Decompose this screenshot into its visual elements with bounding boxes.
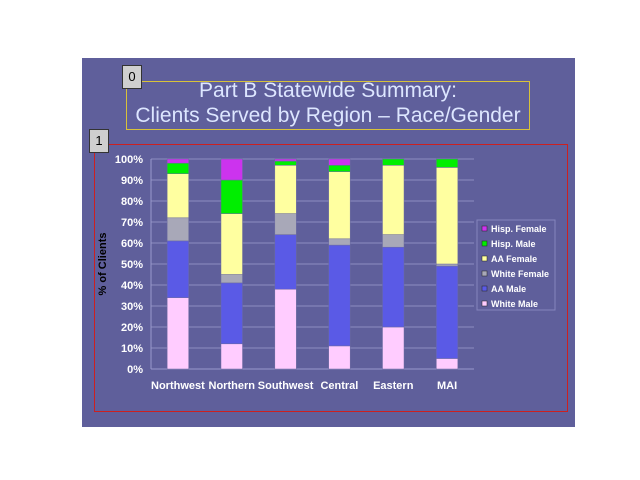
- legend-label: Hisp. Female: [491, 224, 547, 234]
- legend-label: Hisp. Male: [491, 239, 536, 249]
- bar-segment: [436, 158, 459, 168]
- bar-segment: [274, 234, 297, 290]
- y-tick-label: 50%: [121, 259, 143, 271]
- y-tick-label: 60%: [121, 238, 143, 250]
- bar-segment: [220, 158, 243, 181]
- y-tick-label: 100%: [115, 154, 143, 166]
- legend-label: White Female: [491, 269, 549, 279]
- bar-segment: [382, 246, 405, 328]
- bar-segment: [382, 158, 405, 166]
- legend-label: AA Male: [491, 284, 526, 294]
- x-tick-label: Northwest: [151, 380, 205, 392]
- bar-segment: [274, 213, 297, 235]
- element-index-tag-1[interactable]: 1: [89, 129, 109, 153]
- x-tick-label: Eastern: [373, 380, 414, 392]
- chart-placeholder-frame: [94, 144, 568, 412]
- bar-segment: [166, 297, 189, 370]
- x-tick-label: Central: [320, 380, 358, 392]
- legend-swatch: [481, 285, 488, 292]
- legend-swatch: [481, 225, 488, 232]
- bar-segment: [382, 165, 405, 235]
- element-index-tag-0[interactable]: 0: [122, 65, 142, 89]
- bar-segment: [436, 167, 459, 265]
- bar-segment: [436, 265, 459, 359]
- bar-segment: [328, 345, 351, 370]
- bar-segment: [382, 326, 405, 370]
- slide-title-line-2: Clients Served by Region – Race/Gender: [135, 104, 521, 127]
- legend-swatch: [481, 255, 488, 262]
- bar-segment: [220, 282, 243, 345]
- y-tick-label: 40%: [121, 280, 143, 292]
- bar-segment: [166, 173, 189, 219]
- legend-swatch: [481, 240, 488, 247]
- legend-label: AA Female: [491, 254, 537, 264]
- bar-segment: [220, 179, 243, 214]
- y-axis-title: % of Clients: [97, 233, 109, 296]
- bar-segment: [220, 343, 243, 370]
- y-tick-label: 70%: [121, 217, 143, 229]
- bar-segment: [166, 158, 189, 164]
- bar-segment: [328, 244, 351, 347]
- y-tick-label: 80%: [121, 196, 143, 208]
- y-tick-label: 20%: [121, 322, 143, 334]
- bar-segment: [166, 240, 189, 298]
- bar-segment: [220, 213, 243, 275]
- y-tick-label: 0%: [127, 364, 143, 376]
- bar-segment: [274, 158, 297, 162]
- title-placeholder-frame: [126, 81, 530, 130]
- legend-label: White Male: [491, 299, 538, 309]
- bar-segment: [274, 165, 297, 214]
- bar-segment: [328, 165, 351, 172]
- bar-segment: [436, 263, 459, 267]
- bar-segment: [274, 288, 297, 370]
- y-tick-label: 90%: [121, 175, 143, 187]
- y-tick-label: 10%: [121, 343, 143, 355]
- legend-swatch: [481, 300, 488, 307]
- x-tick-label: MAI: [437, 380, 457, 392]
- bar-segment: [328, 238, 351, 246]
- bar-segment: [166, 217, 189, 242]
- bar-segment: [166, 162, 189, 174]
- bar-segment: [274, 160, 297, 166]
- x-tick-label: Northern: [209, 380, 256, 392]
- y-tick-label: 30%: [121, 301, 143, 313]
- legend-swatch: [481, 270, 488, 277]
- bar-segment: [382, 234, 405, 248]
- bar-segment: [436, 358, 459, 370]
- bar-segment: [220, 274, 243, 284]
- x-tick-label: Southwest: [258, 380, 314, 392]
- bar-segment: [328, 171, 351, 240]
- legend-box: [476, 219, 556, 311]
- slide-title-line-1: Part B Statewide Summary:: [199, 79, 457, 102]
- bar-segment: [328, 158, 351, 166]
